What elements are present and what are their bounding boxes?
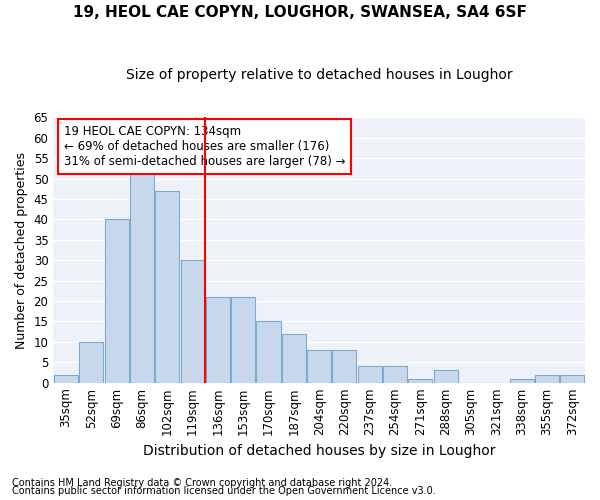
Bar [383, 366, 407, 382]
Bar [130, 170, 154, 382]
Text: 19 HEOL CAE COPYN: 134sqm
← 69% of detached houses are smaller (176)
31% of semi: 19 HEOL CAE COPYN: 134sqm ← 69% of detac… [64, 126, 346, 168]
Bar [560, 374, 584, 382]
Bar [79, 342, 103, 382]
Bar [358, 366, 382, 382]
Text: 19, HEOL CAE COPYN, LOUGHOR, SWANSEA, SA4 6SF: 19, HEOL CAE COPYN, LOUGHOR, SWANSEA, SA… [73, 5, 527, 20]
Bar [256, 322, 281, 382]
Text: Contains public sector information licensed under the Open Government Licence v3: Contains public sector information licen… [12, 486, 436, 496]
Bar [282, 334, 306, 382]
X-axis label: Distribution of detached houses by size in Loughor: Distribution of detached houses by size … [143, 444, 496, 458]
Bar [332, 350, 356, 382]
Bar [231, 297, 255, 382]
Bar [409, 378, 433, 382]
Text: Contains HM Land Registry data © Crown copyright and database right 2024.: Contains HM Land Registry data © Crown c… [12, 478, 392, 488]
Bar [206, 297, 230, 382]
Bar [54, 374, 78, 382]
Bar [535, 374, 559, 382]
Bar [155, 191, 179, 382]
Bar [104, 220, 128, 382]
Bar [307, 350, 331, 382]
Bar [434, 370, 458, 382]
Bar [509, 378, 534, 382]
Bar [181, 260, 205, 382]
Title: Size of property relative to detached houses in Loughor: Size of property relative to detached ho… [126, 68, 512, 82]
Y-axis label: Number of detached properties: Number of detached properties [15, 152, 28, 348]
